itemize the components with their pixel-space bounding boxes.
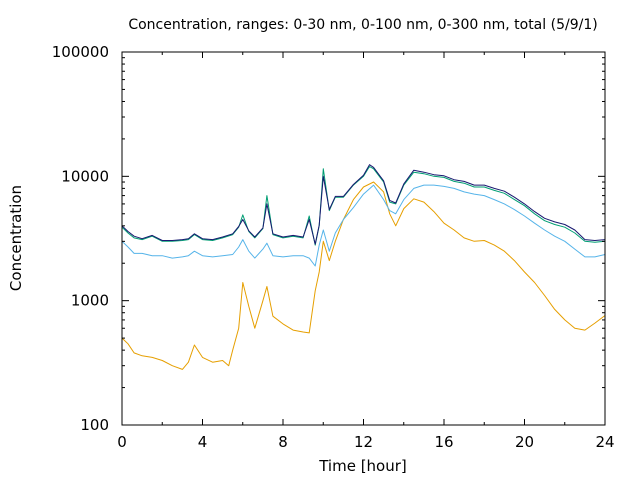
series-line-2 [121,184,606,267]
x-tick-label: 20 [515,433,534,451]
chart-title: Concentration, ranges: 0-30 nm, 0-100 nm… [128,17,597,33]
ticks-layer: 0 4 8 12 16 20 24 100 1000 10000 100000 [52,43,615,451]
x-tick-label: 4 [198,433,208,451]
series-layer [121,164,606,370]
series-line-1 [121,181,606,370]
y-tick-label: 100 [80,416,109,434]
y-axis-title: Concentration [7,185,25,291]
x-tick-label: 16 [434,433,453,451]
x-tick-label: 12 [354,433,373,451]
x-tick-label: 8 [278,433,288,451]
x-tick-label: 0 [117,433,127,451]
x-axis-title: Time [hour] [318,457,407,475]
series-line-4 [121,164,606,245]
y-tick-label: 1000 [71,292,109,310]
plot-frame [121,51,606,426]
y-tick-label: 10000 [61,167,109,185]
y-tick-label: 100000 [52,43,109,61]
x-tick-label: 24 [595,433,614,451]
